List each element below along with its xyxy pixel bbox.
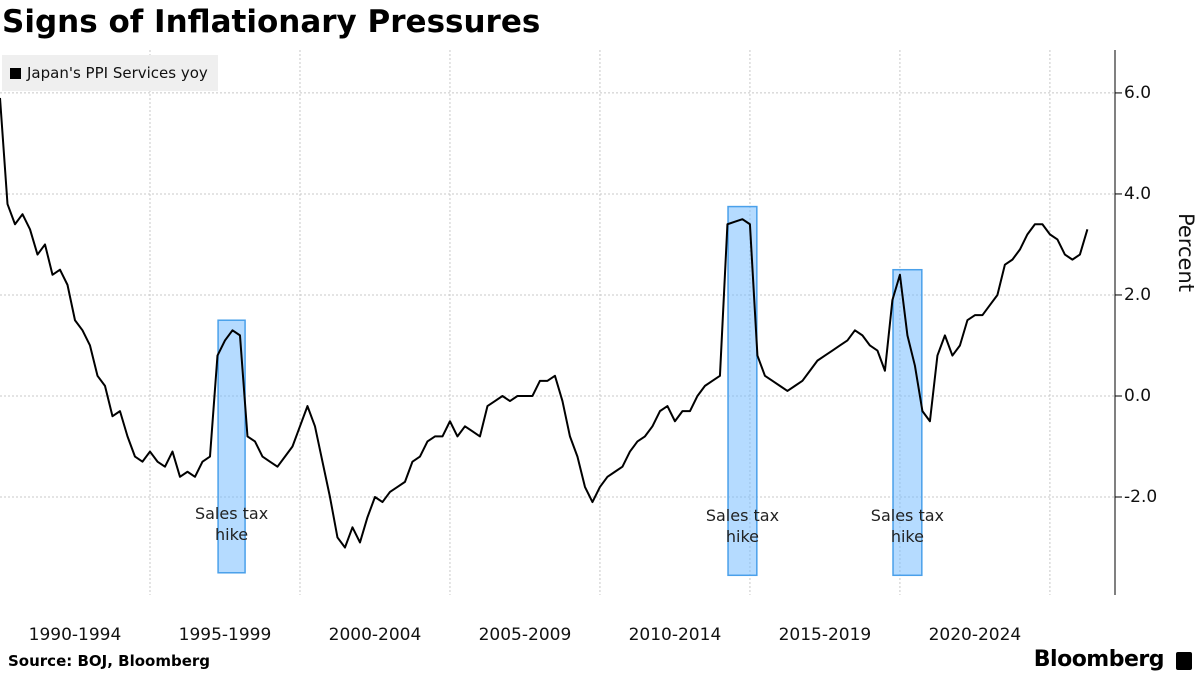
- region-label: Sales tax hike: [194, 503, 269, 544]
- source: Source: BOJ, Bloomberg: [8, 652, 211, 670]
- x-tick-label: 1995-1999: [179, 625, 272, 645]
- shaded-region: [217, 319, 246, 574]
- y-tick-label: 4.0: [1124, 184, 1151, 204]
- y-tick-label: 6.0: [1124, 83, 1151, 103]
- x-tick-label: 2020-2024: [929, 625, 1022, 645]
- region-label: Sales tax hike: [705, 506, 780, 547]
- x-tick-label: 2000-2004: [329, 625, 422, 645]
- region-label: Sales tax hike: [870, 506, 945, 547]
- y-axis-title: Percent: [1174, 213, 1198, 292]
- brand: Bloomberg: [1033, 647, 1165, 672]
- x-tick-label: 2005-2009: [479, 625, 572, 645]
- legend: Japan's PPI Services yoy: [2, 55, 218, 91]
- shaded-region: [892, 268, 923, 577]
- legend-swatch: [10, 67, 21, 79]
- chart-title: Signs of Inflationary Pressures: [2, 4, 541, 40]
- x-tick-label: 1990-1994: [29, 625, 122, 645]
- y-tick-label: 2.0: [1124, 285, 1151, 305]
- x-tick-label: 2015-2019: [779, 625, 872, 645]
- data-line: [0, 97, 1089, 549]
- y-tick-label: 0.0: [1124, 386, 1151, 406]
- legend-label: Japan's PPI Services yoy: [27, 64, 208, 82]
- y-tick-label: -2.0: [1124, 487, 1157, 507]
- x-tick-label: 2010-2014: [629, 625, 722, 645]
- brand-icon: [1176, 652, 1192, 670]
